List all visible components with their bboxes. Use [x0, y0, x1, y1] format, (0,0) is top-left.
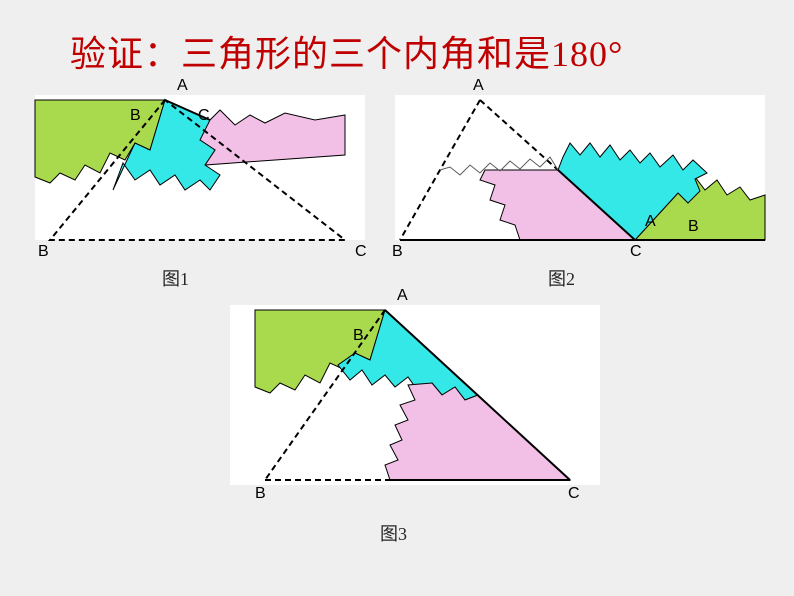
fig2-label-A-top: A	[473, 77, 484, 95]
page-title: 验证：三角形的三个内角和是180°	[70, 25, 623, 77]
figure-2-svg	[395, 95, 765, 245]
fig3-pink-region	[385, 383, 570, 480]
figure-3-caption: 图3	[380, 520, 407, 546]
fig2-label-B-bottom: B	[392, 243, 403, 261]
fig3-label-C-bottom: C	[568, 485, 580, 503]
figure-3-container: A B B C	[230, 305, 600, 485]
fig2-label-B-inner: B	[688, 218, 699, 236]
fig1-label-B-top: B	[130, 107, 141, 125]
figure-1-container: A B C B C	[35, 95, 365, 240]
figure-1-caption: 图1	[162, 265, 189, 291]
fig2-label-C-bottom: C	[630, 243, 642, 261]
figure-3-svg	[230, 305, 600, 490]
figure-2-container: A B C A B	[395, 95, 765, 240]
fig2-label-A-inner: A	[645, 213, 656, 231]
fig3-label-B-bottom: B	[255, 485, 266, 503]
fig3-label-A-top: A	[397, 287, 408, 305]
fig1-label-A-top: A	[177, 77, 188, 95]
fig1-label-C-bottom: C	[355, 243, 367, 261]
fig3-label-B-inner: B	[353, 327, 364, 345]
fig2-triangle-right	[480, 100, 558, 170]
fig1-label-B-bottom: B	[38, 243, 49, 261]
fig3-green-region	[255, 310, 385, 393]
fig1-label-C-top: C	[198, 107, 210, 125]
figure-2-caption: 图2	[548, 265, 575, 291]
